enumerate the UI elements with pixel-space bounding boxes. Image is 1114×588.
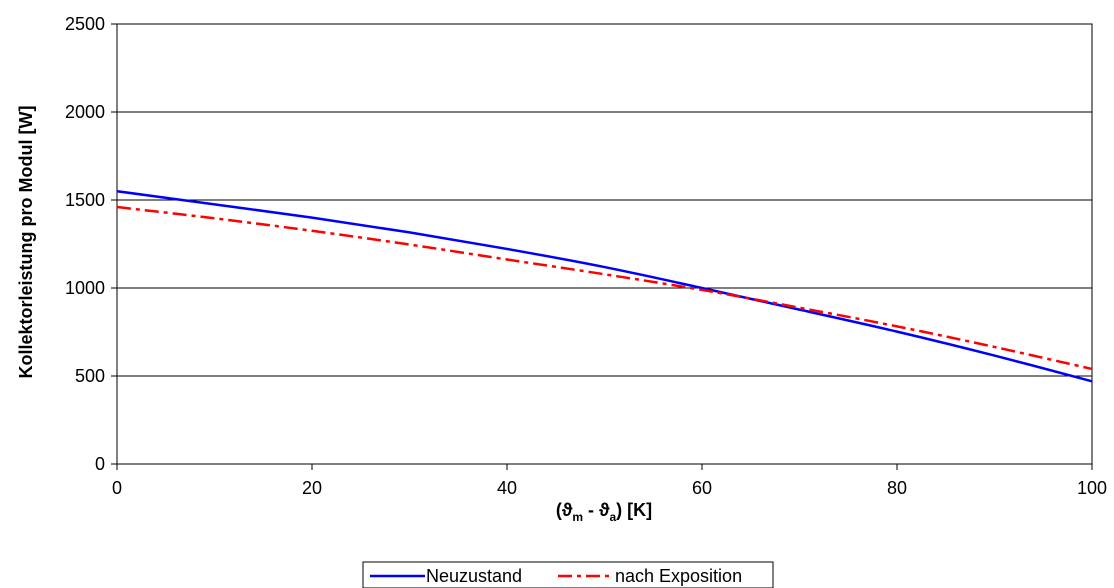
x-tick-label-0: 0: [112, 478, 122, 498]
x-axis-title-theta-m: ϑ: [562, 500, 573, 520]
x-tick-label-60: 60: [692, 478, 712, 498]
x-axis-title-close: ) [K]: [616, 500, 652, 520]
y-tick-label-2500: 2500: [65, 14, 105, 34]
x-tick-label-80: 80: [887, 478, 907, 498]
x-axis-title: (ϑm - ϑa) [K]: [556, 500, 652, 524]
series-lines: [116, 189, 1093, 383]
x-axis-title-theta-a: ϑ: [599, 500, 610, 520]
y-tick-label-0: 0: [95, 454, 105, 474]
x-axis-title-sub-a: a: [609, 510, 616, 524]
series-line-nach-exposition: [116, 205, 1093, 371]
x-axis-title-open: (: [556, 500, 562, 520]
y-axis: 0 500 1000 1500 2000 2500: [65, 14, 117, 474]
y-tick-label-500: 500: [75, 366, 105, 386]
series-line-neuzustand: [116, 189, 1093, 383]
x-tick-label-20: 20: [302, 478, 322, 498]
x-axis-title-sub-m: m: [572, 510, 583, 524]
y-tick-label-1000: 1000: [65, 278, 105, 298]
y-axis-title: Kollektorleistung pro Modul [W]: [16, 106, 36, 379]
y-tick-label-2000: 2000: [65, 102, 105, 122]
legend-label-nach-exposition: nach Exposition: [615, 566, 742, 586]
x-axis: 0 20 40 60 80 100: [112, 464, 1107, 498]
grid-lines: [117, 23, 1092, 377]
legend: Neuzustand nach Exposition: [362, 561, 774, 588]
x-tick-label-100: 100: [1077, 478, 1107, 498]
legend-label-neuzustand: Neuzustand: [426, 566, 522, 586]
x-tick-label-40: 40: [497, 478, 517, 498]
x-axis-title-minus: -: [583, 500, 599, 520]
y-tick-label-1500: 1500: [65, 190, 105, 210]
plot-area: [116, 23, 1093, 465]
